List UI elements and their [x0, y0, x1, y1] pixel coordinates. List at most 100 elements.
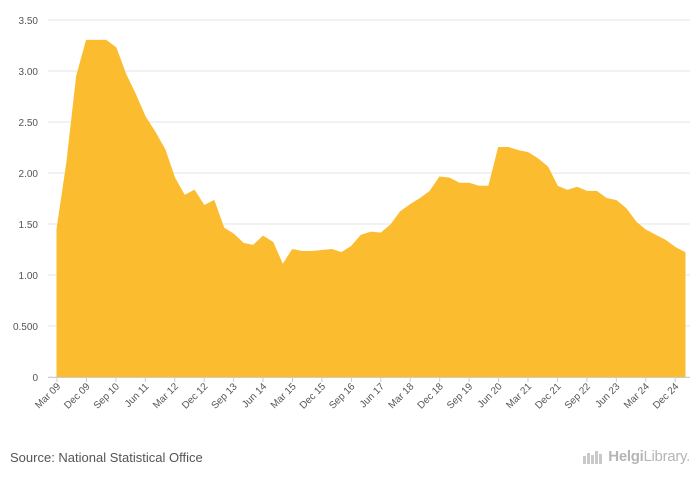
data-point — [241, 241, 245, 245]
x-tick-label: Mar 09 — [33, 381, 63, 411]
y-tick-label: 1.00 — [19, 271, 39, 282]
data-point — [261, 234, 265, 238]
data-point — [104, 38, 108, 42]
data-point — [153, 130, 157, 134]
x-tick-label: Dec 12 — [180, 381, 210, 411]
data-point — [65, 161, 69, 165]
x-tick-label: Sep 10 — [92, 381, 122, 411]
data-point — [340, 251, 344, 255]
data-point — [320, 249, 324, 253]
data-point — [448, 176, 452, 180]
data-point — [683, 251, 687, 255]
data-point — [163, 148, 167, 152]
x-tick-label: Dec 09 — [62, 381, 92, 411]
data-point — [84, 38, 88, 42]
x-tick-label: Jun 23 — [593, 381, 622, 410]
data-point — [232, 232, 236, 236]
data-point — [644, 228, 648, 232]
x-tick-label: Sep 22 — [563, 381, 593, 411]
x-tick-label: Dec 18 — [416, 381, 446, 411]
data-point — [134, 92, 138, 96]
footer: Source: National Statistical Office Helg… — [0, 440, 700, 483]
data-point — [654, 233, 658, 237]
data-point — [349, 244, 353, 248]
x-tick-label: Mar 12 — [151, 381, 181, 411]
source-note: Source: National Statistical Office — [10, 450, 203, 465]
data-point — [369, 230, 373, 234]
y-tick-label: 3.50 — [19, 16, 39, 27]
data-point — [114, 46, 118, 50]
brand[interactable]: HelgiLibrary. — [582, 448, 690, 465]
data-point — [359, 233, 363, 237]
data-point — [673, 245, 677, 249]
x-tick-label: Jun 14 — [240, 381, 269, 410]
x-tick-label: Dec 21 — [533, 381, 563, 411]
x-tick-label: Dec 24 — [651, 381, 681, 411]
x-tick-label: Sep 13 — [210, 381, 240, 411]
chart-area: 0 0.500 1.00 1.50 2.00 2.50 3.00 3.50 Mar 09 Dec … — [13, 16, 690, 412]
y-tick-label: 2.50 — [19, 118, 39, 129]
x-tick-label: Mar 24 — [622, 381, 652, 411]
data-point — [536, 157, 540, 161]
data-point — [281, 263, 285, 267]
data-point — [506, 146, 510, 150]
x-tick-label: Jun 11 — [123, 381, 152, 410]
data-point — [634, 220, 638, 224]
data-point — [516, 149, 520, 153]
data-point — [124, 72, 128, 76]
y-tick-label: 1.50 — [19, 220, 39, 231]
data-point — [389, 223, 393, 227]
x-tick-label: Sep 16 — [327, 381, 357, 411]
data-point — [94, 38, 98, 42]
brand-name-light: Library. — [643, 448, 690, 465]
data-point — [251, 243, 255, 247]
data-point — [173, 176, 177, 180]
data-point — [202, 204, 206, 208]
x-tick-label: Mar 21 — [504, 381, 534, 411]
data-point — [310, 250, 314, 254]
data-point — [555, 184, 559, 188]
data-point — [300, 250, 304, 254]
helgi-library-logo-icon — [583, 450, 603, 464]
data-point — [457, 181, 461, 185]
data-point — [408, 203, 412, 207]
data-point — [212, 199, 216, 203]
data-point — [467, 181, 471, 185]
data-point — [595, 189, 599, 193]
data-point — [192, 188, 196, 192]
x-tick-label: Jun 17 — [358, 381, 387, 410]
x-tick-label: Sep 19 — [445, 381, 475, 411]
x-tick-label: Dec 15 — [298, 381, 328, 411]
data-point — [222, 226, 226, 230]
x-tick-label: Mar 18 — [387, 381, 417, 411]
y-tick-label: 0 — [32, 373, 38, 384]
data-point — [418, 197, 422, 201]
data-point — [428, 189, 432, 193]
data-point — [271, 240, 275, 244]
area-series — [56, 39, 686, 378]
data-point — [624, 207, 628, 211]
brand-name: HelgiLibrary. — [608, 448, 690, 465]
data-point — [575, 185, 579, 189]
data-point — [585, 189, 589, 193]
data-point — [497, 146, 501, 150]
y-tick-label: 2.00 — [19, 169, 39, 180]
data-point — [487, 184, 491, 188]
y-tick-label: 3.00 — [19, 67, 39, 78]
data-point — [663, 238, 667, 242]
data-point — [291, 248, 295, 252]
data-point — [75, 74, 79, 78]
x-tick-label: Mar 15 — [269, 381, 299, 411]
data-point — [330, 248, 334, 252]
data-point — [526, 151, 530, 155]
data-point — [605, 197, 609, 201]
data-point — [546, 165, 550, 169]
x-tick-label: Jun 20 — [476, 381, 505, 410]
data-point — [398, 210, 402, 214]
data-point — [55, 227, 59, 231]
data-point — [143, 115, 147, 119]
brand-name-bold: Helgi — [608, 448, 644, 465]
data-point — [614, 199, 618, 203]
data-point — [183, 193, 187, 197]
